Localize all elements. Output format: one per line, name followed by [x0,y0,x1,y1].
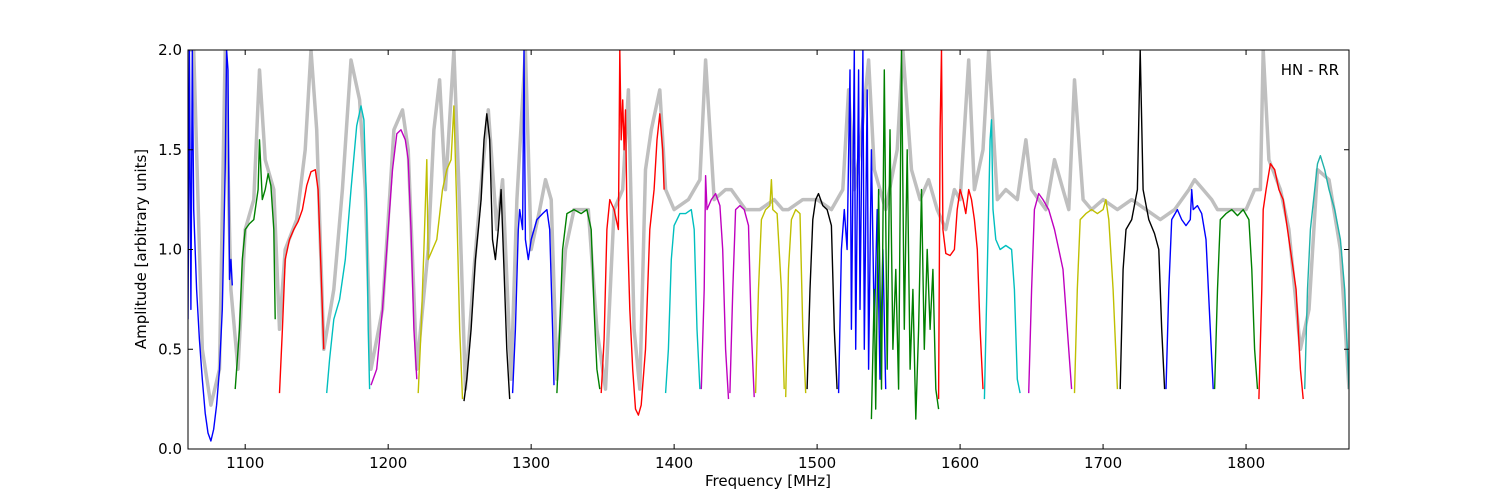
series-line-13 [754,179,785,394]
y-ticks: 0.0 0.5 1.0 1.5 2.0 [158,41,1349,458]
x-tick-label: 1300 [512,454,550,472]
x-tick-label: 1500 [798,454,836,472]
series-line-23 [1165,188,1214,390]
y-axis-label: Amplitude [arbitrary units] [132,149,150,349]
y-tick-label: 2.0 [158,41,182,59]
series-line-16 [837,50,887,394]
series-line-12 [729,204,755,398]
background-series-line [188,50,1349,407]
series-line-2 [278,169,325,394]
series-line-7 [511,50,555,394]
series-line-19 [983,119,1021,400]
series-line-6 [463,113,511,402]
x-ticks: 1100 1200 1300 1400 1500 1600 1700 1800 [226,50,1265,472]
x-tick-label: 1200 [369,454,407,472]
x-tick-label: 1700 [1084,454,1122,472]
series-line-5 [417,105,464,400]
chart-annotation: HN - RR [1281,61,1339,79]
series-line-8 [556,208,601,394]
series-line-22 [1119,50,1166,390]
background-series [188,50,1349,407]
x-tick-label: 1100 [226,454,264,472]
y-tick-label: 1.0 [158,241,182,259]
x-tick-label: 1400 [655,454,693,472]
series-layer [188,50,1349,442]
series-line-24 [1213,208,1259,390]
series-line-9 [600,50,665,416]
series-line-20 [1028,192,1073,394]
y-tick-label: 1.5 [158,141,182,159]
series-line-3 [326,105,371,394]
y-tick-label: 0.0 [158,440,182,458]
series-line-0 [188,50,233,442]
series-line-11 [700,175,730,400]
series-line-10 [664,208,701,394]
series-line-1 [234,139,276,390]
y-tick-label: 0.5 [158,340,182,358]
series-line-14 [785,208,807,398]
series-line-15 [806,192,838,390]
x-axis-label: Frequency [MHz] [705,472,831,490]
x-tick-label: 1800 [1227,454,1265,472]
x-tick-label: 1600 [941,454,979,472]
series-line-17 [870,50,940,420]
series-line-21 [1073,198,1119,394]
series-line-25 [1258,163,1304,400]
series-line-4 [370,129,418,386]
series-line-26 [1304,155,1349,390]
series-line-18 [937,50,984,400]
